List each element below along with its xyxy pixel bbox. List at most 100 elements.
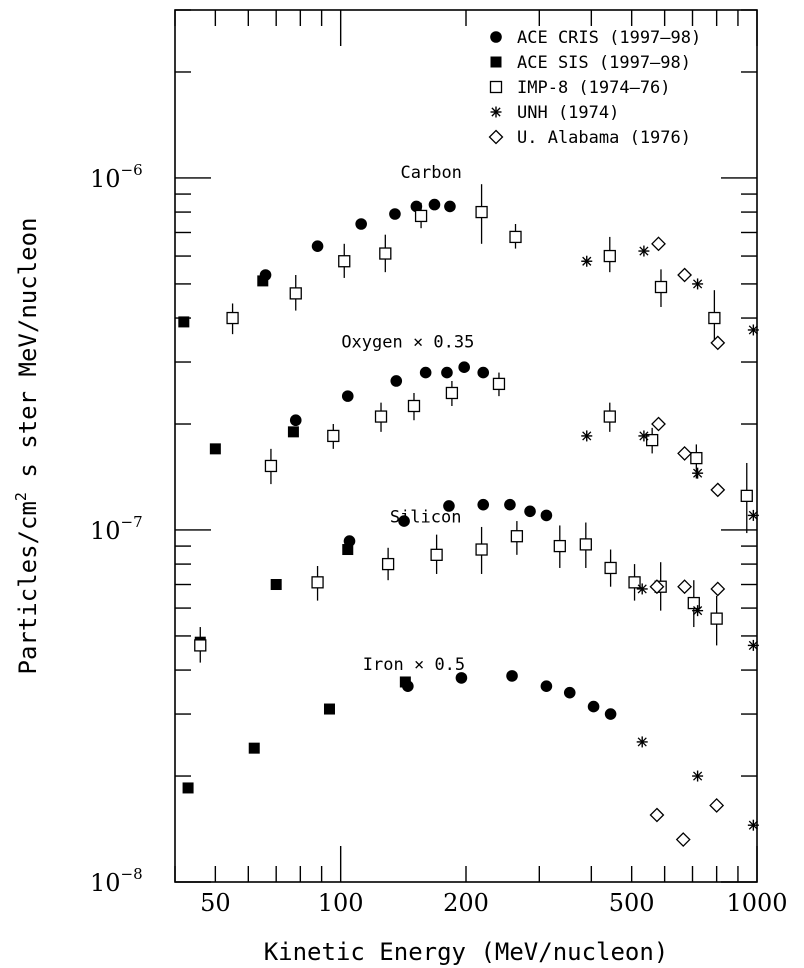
data-point [289,287,302,300]
data-point [579,538,592,551]
marker-shape [311,240,324,252]
data-point [628,576,641,589]
data-point [355,218,367,230]
data-point [475,543,488,556]
marker-shape [323,703,335,715]
marker-shape [693,468,703,478]
data-point [709,798,725,813]
marker-shape [488,129,504,145]
marker-shape [510,530,524,543]
marker-shape [579,538,592,551]
marker-shape [690,451,703,465]
data-point [654,280,668,294]
data-point [692,605,704,617]
marker-shape [649,579,665,595]
data-point [708,311,721,325]
data-point [327,429,340,443]
data-point [581,255,593,267]
data-point [311,576,324,589]
data-point [407,399,421,413]
marker-shape [178,316,190,328]
marker-shape [675,832,691,847]
data-point [540,509,553,522]
marker-shape [289,414,302,427]
data-point [430,548,443,561]
data-point [445,386,459,400]
data-point [509,230,522,244]
x-tick-label: 200 [443,889,489,917]
data-point [428,198,441,211]
data-point [692,770,704,782]
data-point [540,680,553,692]
data-point [563,686,576,699]
annotation-label: Oxygen × 0.35 [341,332,474,352]
marker-shape [628,576,641,589]
marker-shape [389,208,401,220]
data-point [443,500,455,512]
data-point [458,361,470,374]
data-point [343,535,356,547]
marker-shape [677,267,693,283]
data-point [381,557,395,571]
marker-shape [399,676,411,688]
marker-shape [651,416,666,432]
x-tick-label: 500 [609,889,655,917]
marker-shape [475,205,488,219]
data-point [587,700,600,713]
marker-shape [492,377,506,391]
marker-shape [677,446,693,461]
data-point [510,530,524,543]
marker-shape [649,807,665,823]
marker-shape [226,311,239,325]
data-point [182,782,194,794]
data-point [636,736,648,748]
marker-shape [287,426,299,438]
data-point [638,430,650,442]
marker-shape [355,218,367,230]
data-point [651,236,666,252]
marker-shape [343,535,356,547]
data-point [710,612,723,625]
marker-shape [708,311,721,325]
legend-marker [490,31,502,43]
data-point [636,583,648,595]
data-point [270,579,282,591]
marker-shape [398,515,410,527]
series-1 [178,275,411,794]
marker-shape [504,498,516,511]
data-point [492,377,506,391]
data-point [477,366,490,379]
series-4 [649,236,726,847]
x-axis-label: Kinetic Energy (MeV/nucleon) [264,938,669,966]
series-3 [581,245,759,831]
marker-shape [441,366,453,379]
x-tick-label: 50 [200,889,231,917]
data-point [690,451,703,465]
marker-shape [327,429,340,443]
legend: ACE CRIS (1997–98) ACE SIS (1997–98) IMP-8… [488,28,701,148]
data-point [651,416,666,432]
data-point [649,579,665,595]
marker-shape [646,433,659,447]
marker-shape [194,639,207,652]
data-point [710,335,726,351]
marker-shape [477,498,490,511]
marker-shape [455,672,468,684]
data-point [441,366,453,379]
data-point [604,561,617,575]
y-tick-label: 10−6 [90,161,143,193]
marker-shape [509,230,522,244]
marker-shape [651,236,666,252]
y-tick-label: 10−7 [90,513,143,545]
marker-shape [604,708,617,720]
data-point [209,443,221,455]
data-point [194,639,207,652]
data-point [677,267,693,283]
data-point [581,430,593,442]
x-tick-label: 100 [318,889,364,917]
data-point [638,245,650,257]
data-point [692,467,704,479]
marker-shape [637,737,647,747]
data-point [379,247,392,260]
data-point [399,676,411,688]
